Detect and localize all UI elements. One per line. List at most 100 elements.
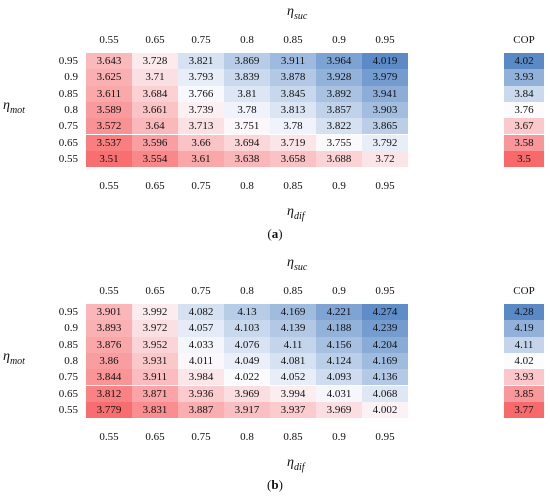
- heatmap-cell: 3.661: [132, 101, 178, 119]
- heatmap-cell: 3.643: [86, 53, 132, 70]
- heatmap-cell: 3.876: [86, 336, 132, 353]
- top-tick-label: 0.95: [375, 285, 395, 297]
- heatmap-cell: 3.903: [362, 101, 408, 119]
- heatmap-cell: 3.865: [362, 118, 408, 135]
- heatmap-cell: 4.033: [178, 336, 224, 353]
- heatmap-cell: 3.793: [178, 69, 224, 86]
- cop-cell: 4.02: [504, 352, 544, 370]
- top-tick-label: 0.8: [240, 285, 254, 297]
- heatmap-cell: 3.596: [132, 134, 178, 151]
- top-tick-label: 0.85: [283, 285, 303, 297]
- bottom-tick-label: 0.9: [332, 180, 346, 193]
- heatmap-cell: 3.887: [178, 401, 224, 419]
- heatmap-cell: 4.031: [316, 385, 362, 402]
- heatmap-cell: 4.169: [270, 304, 316, 321]
- cop-cell: 4.11: [504, 336, 544, 353]
- cop-cell: 4.02: [504, 53, 544, 70]
- cop-cell: 3.93: [504, 69, 544, 86]
- heatmap-cell: 3.857: [316, 101, 362, 119]
- heatmap-cell: 3.871: [132, 385, 178, 402]
- heatmap-cell: 4.204: [362, 336, 408, 353]
- cop-cell: 3.84: [504, 85, 544, 102]
- bottom-tick-label: 0.65: [145, 431, 165, 444]
- heatmap-cell: 3.952: [132, 336, 178, 353]
- heatmap-cell: 3.869: [224, 53, 270, 70]
- cop-cell: 3.93: [504, 369, 544, 386]
- heatmap-cell: 4.076: [224, 336, 270, 353]
- top-tick-label: 0.75: [191, 34, 211, 46]
- bottom-tick-label: 0.75: [191, 180, 211, 193]
- row-tick-label: 0.95: [58, 55, 78, 68]
- cop-cell: 3.58: [504, 134, 544, 151]
- bottom-tick-label: 0.95: [375, 431, 395, 444]
- heatmap-cell: 3.589: [86, 101, 132, 119]
- bottom-axis-label: ηdif: [287, 204, 305, 222]
- row-tick-label: 0.95: [58, 306, 78, 319]
- heatmap-cell: 3.969: [316, 401, 362, 419]
- heatmap-cell: 3.684: [132, 85, 178, 102]
- heatmap-cell: 4.082: [178, 304, 224, 321]
- heatmap-cell: 4.13: [224, 304, 270, 321]
- heatmap-cell: 3.893: [86, 320, 132, 337]
- heatmap-cell: 3.792: [362, 134, 408, 151]
- row-tick-label: 0.85: [58, 87, 78, 100]
- heatmap-cell: 4.221: [316, 304, 362, 321]
- heatmap-cell: 3.844: [86, 369, 132, 386]
- heatmap-cell: 3.937: [270, 401, 316, 419]
- heatmap-cell: 3.845: [270, 85, 316, 102]
- heatmap-cell: 3.78: [224, 101, 270, 119]
- heatmap-cell: 4.002: [362, 401, 408, 419]
- heatmap-cell: 3.901: [86, 304, 132, 321]
- heatmap-cell: 4.156: [316, 336, 362, 353]
- heatmap-cell: 3.611: [86, 85, 132, 102]
- heatmap-cell: 3.625: [86, 69, 132, 86]
- bottom-tick-label: 0.65: [145, 180, 165, 193]
- heatmap-cell: 3.688: [316, 150, 362, 168]
- heatmap-cell: 3.755: [316, 134, 362, 151]
- heatmap-cell: 4.103: [224, 320, 270, 337]
- heatmap-cell: 3.554: [132, 150, 178, 168]
- heatmap-cell: 3.694: [224, 134, 270, 151]
- heatmap-cell: 4.019: [362, 53, 408, 70]
- heatmap-cell: 4.052: [270, 369, 316, 386]
- bottom-tick-label: 0.8: [240, 431, 254, 444]
- bottom-tick-label: 0.55: [99, 180, 119, 193]
- row-tick-label: 0.8: [64, 104, 78, 117]
- heatmap-cell: 3.911: [270, 53, 316, 70]
- heatmap-cell: 3.81: [224, 85, 270, 102]
- panel-letter: a: [271, 226, 279, 242]
- heatmap-cell: 4.139: [270, 320, 316, 337]
- heatmap-cell: 3.992: [132, 304, 178, 321]
- top-tick-label: 0.9: [332, 285, 346, 297]
- heatmap-cell: 4.11: [270, 336, 316, 353]
- cop-cell: 3.85: [504, 385, 544, 402]
- row-tick-label: 0.75: [58, 120, 78, 133]
- row-tick-label: 0.55: [58, 152, 78, 165]
- heatmap-cell: 4.068: [362, 385, 408, 402]
- heatmap-cell: 4.136: [362, 369, 408, 386]
- heatmap-cell: 4.274: [362, 304, 408, 321]
- cop-header: COP: [513, 34, 535, 46]
- row-tick-label: 0.65: [58, 387, 78, 400]
- heatmap-cell: 3.537: [86, 134, 132, 151]
- heatmap-cell: 3.839: [224, 69, 270, 86]
- bottom-tick-label: 0.75: [191, 431, 211, 444]
- heatmap-cell: 3.51: [86, 150, 132, 168]
- heatmap-cell: 3.61: [178, 150, 224, 168]
- heatmap-cell: 3.821: [178, 53, 224, 70]
- heatmap-cell: 3.71: [132, 69, 178, 86]
- heatmap-cell: 4.022: [224, 369, 270, 386]
- heatmap-cell: 3.979: [362, 69, 408, 86]
- bottom-tick-label: 0.8: [240, 180, 254, 193]
- heatmap-cell: 3.78: [270, 118, 316, 135]
- row-tick-label: 0.65: [58, 136, 78, 149]
- heatmap-cell: 4.057: [178, 320, 224, 337]
- heatmap-cell: 3.878: [270, 69, 316, 86]
- cop-cell: 4.28: [504, 304, 544, 321]
- heatmap-cell: 3.779: [86, 401, 132, 419]
- top-axis-label: ηsuc: [287, 255, 308, 273]
- row-tick-label: 0.55: [58, 403, 78, 416]
- bottom-axis-label: ηdif: [287, 455, 305, 473]
- panel-letter: b: [271, 477, 279, 493]
- heatmap-cell: 4.169: [362, 352, 408, 370]
